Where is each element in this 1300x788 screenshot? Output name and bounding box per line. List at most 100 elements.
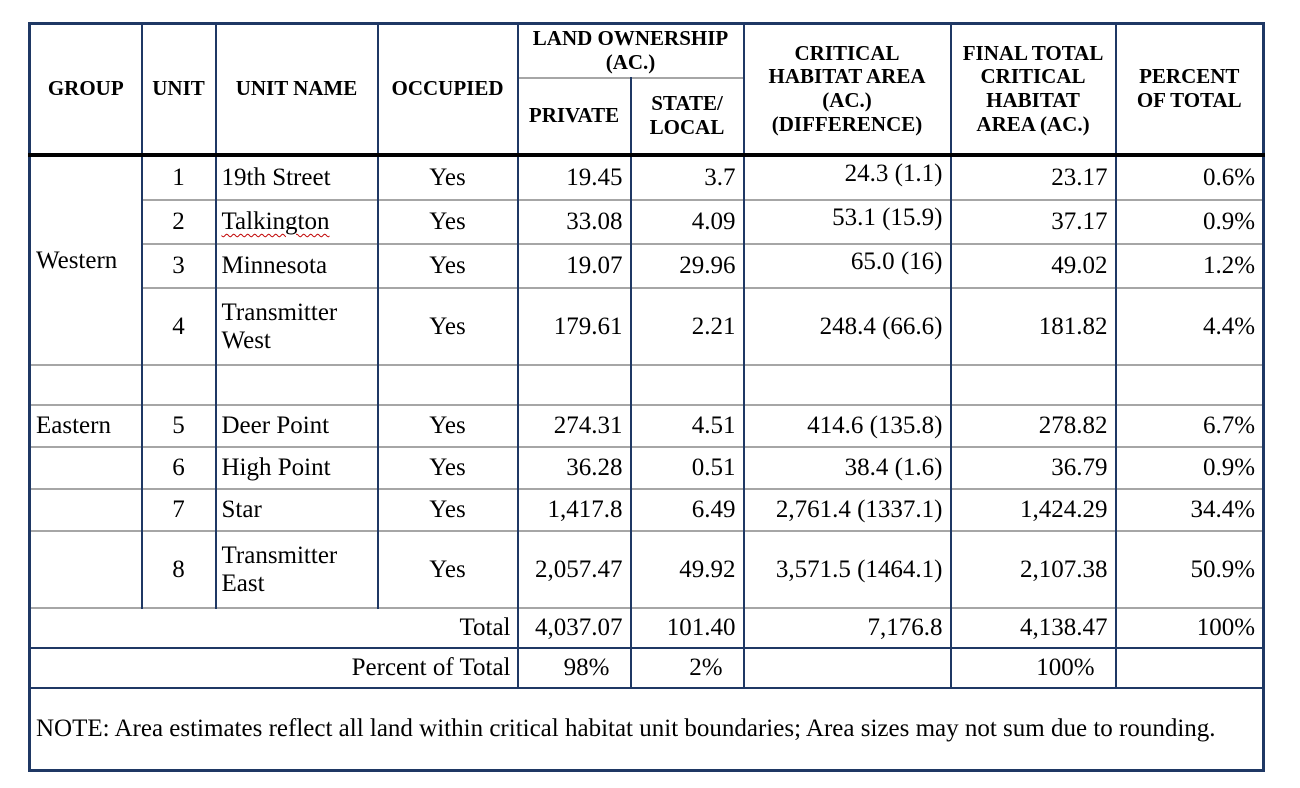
table-note: NOTE: Area estimates reflect all land wi… (28, 687, 1265, 771)
col-header-occupied: OCCUPIED (376, 23, 519, 155)
cell-occupied: Yes (376, 153, 519, 200)
cell-percent: 1.2% (1114, 243, 1265, 288)
cell-percent: 0.9% (1114, 446, 1265, 489)
cell-state-local: 29.96 (629, 243, 745, 288)
cell-unit: 8 (140, 530, 217, 608)
cell-unit: 1 (140, 153, 217, 200)
document-page: GROUP UNIT UNIT NAME OCCUPIED LAND OWNER… (28, 22, 1300, 772)
total-row: Total 4,037.07 101.40 7,176.8 4,138.47 1… (28, 607, 1265, 648)
cell-unit-name: Deer Point (214, 404, 379, 447)
col-header-critical-habitat: CRITICAL HABITAT AREA (AC.) (DIFFERENCE) (742, 23, 952, 155)
cell-private: 179.61 (516, 287, 632, 365)
cell-unit-name: Transmitter West (214, 287, 379, 365)
table-row-unit-1: Western 1 19th Street Yes 19.45 3.7 24.3… (28, 153, 1265, 365)
cell-occupied: Yes (376, 287, 519, 365)
cell-unit-name: Minnesota (214, 243, 379, 288)
col-header-final-total: FINAL TOTAL CRITICAL HABITAT AREA (AC.) (949, 23, 1117, 155)
cell-percent: 4.4% (1114, 287, 1265, 365)
cell-occupied: Yes (376, 530, 519, 608)
cell-final: 181.82 (949, 287, 1117, 365)
col-header-unit-name: UNIT NAME (214, 23, 379, 155)
cell-pct-critical (742, 647, 952, 688)
table-row-unit-5: Eastern 5 Deer Point Yes 274.31 4.51 414… (28, 404, 1265, 447)
cell-state-local: 3.7 (629, 153, 745, 200)
cell-private: 33.08 (516, 199, 632, 244)
cell-percent: 6.7% (1114, 404, 1265, 447)
cell-critical: 3,571.5 (1464.1) (742, 530, 952, 608)
cell-state-local: 49.92 (629, 530, 745, 608)
cell-critical: 24.3 (1.1) (742, 153, 952, 200)
cell-unit-name: Transmitter East (214, 530, 379, 608)
cell-unit-name: Star (214, 488, 379, 531)
cell-final: 2,107.38 (949, 530, 1117, 608)
cell-critical: 53.1 (15.9) (742, 199, 952, 244)
table-row-unit-6: 6 High Point Yes 36.28 0.51 38.4 (1.6) 3… (28, 446, 1265, 489)
cell-empty (28, 364, 143, 405)
cell-final: 1,424.29 (949, 488, 1117, 531)
cell-empty (376, 364, 519, 405)
cell-final: 37.17 (949, 199, 1117, 244)
cell-unit: 5 (140, 404, 217, 447)
cell-critical: 2,761.4 (1337.1) (742, 488, 952, 531)
col-header-state-local: STATE/ LOCAL (629, 77, 745, 155)
cell-unit: 6 (140, 446, 217, 489)
cell-group (28, 446, 143, 489)
cell-empty (629, 364, 745, 405)
misspelled-word: Talkington (221, 208, 330, 235)
cell-empty (1114, 364, 1265, 405)
cell-percent: 0.9% (1114, 199, 1265, 244)
cell-private: 19.07 (516, 243, 632, 288)
cell-pct-private: 98% (516, 647, 632, 688)
cell-unit: 7 (140, 488, 217, 531)
cell-critical: 38.4 (1.6) (742, 446, 952, 489)
cell-private: 1,417.8 (516, 488, 632, 531)
cell-private: 2,057.47 (516, 530, 632, 608)
cell-state-local: 2.21 (629, 287, 745, 365)
cell-empty (214, 364, 379, 405)
cell-total-critical: 7,176.8 (742, 607, 952, 648)
header-row-1: GROUP UNIT UNIT NAME OCCUPIED LAND OWNER… (28, 23, 1265, 155)
cell-unit: 4 (140, 287, 217, 365)
table-row-unit-8: 8 Transmitter East Yes 2,057.47 49.92 3,… (28, 530, 1265, 608)
cell-private: 19.45 (516, 153, 632, 200)
table-row-unit-2: 2 Talkington Yes 33.08 4.09 53.1 (15.9) … (30, 199, 1265, 244)
critical-habitat-table: GROUP UNIT UNIT NAME OCCUPIED LAND OWNER… (28, 22, 1266, 772)
cell-final: 23.17 (949, 153, 1117, 200)
cell-empty (516, 364, 632, 405)
cell-pct-state-local: 2% (629, 647, 745, 688)
cell-group (28, 530, 143, 608)
cell-final: 278.82 (949, 404, 1117, 447)
table-header: GROUP UNIT UNIT NAME OCCUPIED LAND OWNER… (28, 23, 1265, 155)
cell-total-state-local: 101.40 (629, 607, 745, 648)
cell-empty (742, 364, 952, 405)
cell-final: 36.79 (949, 446, 1117, 489)
table-row-unit-3: 3 Minnesota Yes 19.07 29.96 65.0 (16) 49… (30, 243, 1265, 288)
table-row-unit-4: 4 Transmitter West Yes 179.61 2.21 248.4… (30, 287, 1265, 365)
cell-critical: 414.6 (135.8) (742, 404, 952, 447)
cell-pct-final: 100% (949, 647, 1117, 688)
cell-state-local: 4.09 (629, 199, 745, 244)
col-header-private: PRIVATE (516, 77, 632, 155)
cell-unit-name: Talkington (214, 199, 379, 244)
cell-total-percent: 100% (1114, 607, 1265, 648)
table-row-unit-7: 7 Star Yes 1,417.8 6.49 2,761.4 (1337.1)… (28, 488, 1265, 531)
cell-unit: 3 (140, 243, 217, 288)
spacer-row (28, 364, 1265, 405)
cell-unit-name: High Point (214, 446, 379, 489)
cell-final: 49.02 (949, 243, 1117, 288)
cell-total-final: 4,138.47 (949, 607, 1117, 648)
cell-group (28, 488, 143, 531)
cell-total-private: 4,037.07 (516, 607, 632, 648)
cell-state-local: 4.51 (629, 404, 745, 447)
col-header-percent-of-total: PERCENT OF TOTAL (1114, 23, 1265, 155)
cell-private: 36.28 (516, 446, 632, 489)
col-header-land-ownership: LAND OWNERSHIP (AC.) (516, 23, 745, 78)
cell-occupied: Yes (376, 404, 519, 447)
cell-state-local: 6.49 (629, 488, 745, 531)
cell-occupied: Yes (376, 243, 519, 288)
cell-critical: 248.4 (66.6) (742, 287, 952, 365)
cell-occupied: Yes (376, 199, 519, 244)
header-row-2: PRIVATE STATE/ LOCAL (30, 77, 1264, 155)
col-header-unit: UNIT (140, 23, 217, 155)
cell-unit: 2 (140, 199, 217, 244)
